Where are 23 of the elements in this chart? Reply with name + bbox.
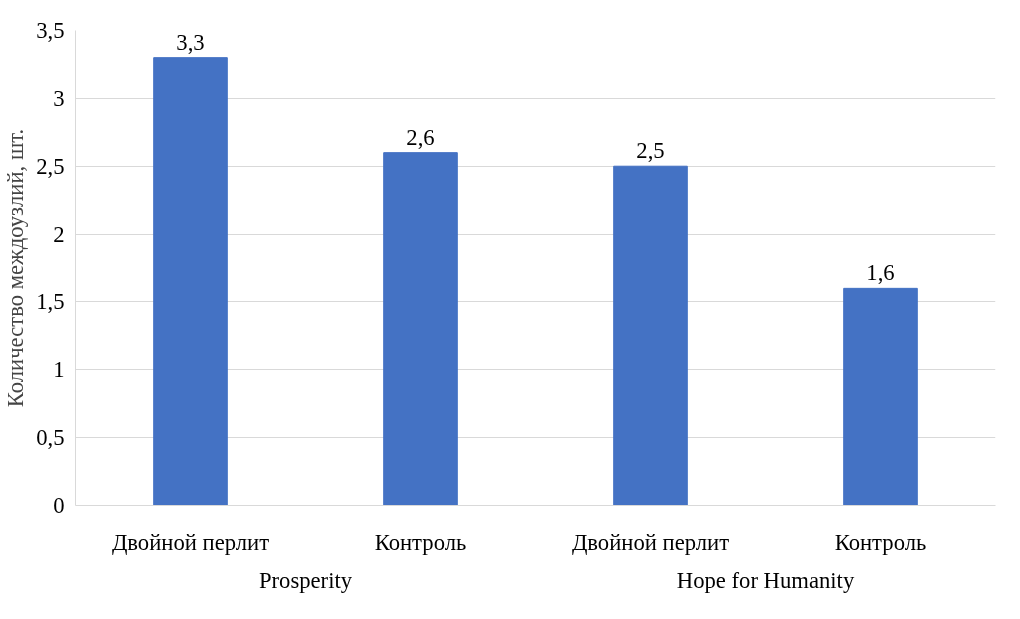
text: Prosperity [258,567,353,593]
y-tick-label: 2,5 [36,153,65,179]
bar [613,165,688,506]
bar [153,57,228,506]
y-tick-label: 3,5 [36,18,65,43]
data-label: 3,3 [176,29,205,55]
data-label: 1,6 [866,260,895,286]
y-tick-label: 1 [53,357,65,383]
y-tick-label: 1,5 [36,289,65,315]
bar [383,152,458,506]
x-tick-label: Контроль [834,529,927,555]
y-tick-label: 0,5 [36,425,65,451]
y-axis-title: Количество междоузлий, шт. [3,128,29,408]
data-label: 2,6 [406,124,435,150]
y-tick-label: 0 [53,493,65,518]
bar [843,287,918,506]
x-tick-label: Двойной перлит [571,529,730,555]
y-tick-label: 3 [53,85,65,111]
y-tick-label: 2 [53,221,65,247]
x-tick-label: Контроль [374,529,467,555]
x-tick-label: Двойной перлит [111,529,270,555]
data-label: 2,5 [636,138,665,164]
text: Hope for Humanity [676,567,855,593]
